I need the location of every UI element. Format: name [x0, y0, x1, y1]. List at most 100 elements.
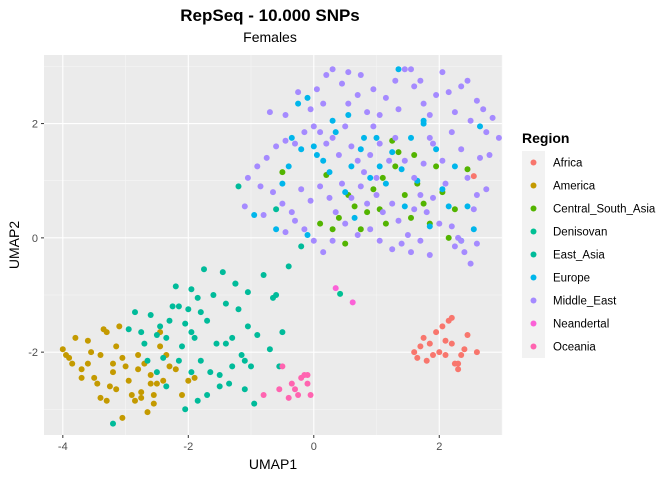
data-point-middle-east: [483, 186, 490, 193]
data-point-middle-east: [458, 83, 465, 90]
data-point-america: [125, 377, 132, 384]
x-tick-label: 2: [436, 441, 442, 453]
data-point-middle-east: [339, 180, 345, 187]
x-tick-label: 0: [311, 441, 317, 453]
data-point-middle-east: [320, 249, 327, 256]
data-point-middle-east: [389, 246, 396, 253]
data-point-central-south-asia: [411, 152, 418, 158]
data-point-central-south-asia: [464, 166, 471, 173]
data-point-middle-east: [326, 194, 333, 201]
data-point-east-asia: [266, 346, 273, 353]
data-point-middle-east: [295, 89, 302, 96]
data-point-east-asia: [144, 357, 151, 364]
data-point-middle-east: [379, 209, 386, 216]
data-point-middle-east: [417, 192, 424, 198]
data-point-middle-east: [329, 66, 336, 73]
data-point-africa: [420, 334, 427, 341]
data-point-middle-east: [367, 152, 374, 158]
data-point-east-asia: [160, 354, 167, 361]
data-point-america: [103, 397, 110, 404]
data-point-africa: [464, 332, 471, 338]
data-point-middle-east: [370, 123, 377, 130]
data-point-middle-east: [376, 140, 383, 147]
data-point-east-asia: [241, 386, 248, 393]
data-point-america: [78, 366, 85, 373]
data-point-oceania: [292, 386, 298, 393]
data-point-middle-east: [430, 194, 436, 201]
data-point-europe: [398, 166, 405, 173]
legend-label-east-asia: East_Asia: [553, 250, 605, 262]
data-point-middle-east: [451, 243, 458, 250]
legend-title: Region: [522, 130, 569, 146]
data-point-middle-east: [266, 109, 273, 116]
data-point-central-south-asia: [317, 220, 324, 227]
data-point-america: [172, 366, 179, 373]
data-point-europe: [288, 134, 295, 141]
data-point-middle-east: [301, 226, 308, 233]
data-point-europe: [332, 129, 339, 136]
data-point-east-asia: [179, 343, 185, 350]
legend-swatch-central-south-asia: [530, 205, 537, 212]
data-point-europe: [285, 163, 292, 170]
data-point-east-asia: [207, 369, 214, 376]
data-point-central-south-asia: [351, 203, 358, 210]
data-point-america: [94, 380, 101, 387]
legend: Region Africa America Central_South_Asia De…: [522, 130, 656, 358]
y-tick-label: 2: [32, 119, 38, 131]
data-point-middle-east: [480, 106, 487, 113]
data-point-oceania: [279, 363, 286, 370]
data-point-africa: [473, 349, 480, 356]
data-point-middle-east: [408, 249, 414, 256]
data-point-oceania: [304, 372, 311, 378]
data-point-central-south-asia: [392, 163, 399, 170]
data-point-oceania: [307, 392, 314, 398]
data-point-east-asia: [166, 317, 173, 324]
data-point-middle-east: [307, 197, 314, 204]
data-point-america: [147, 372, 154, 378]
data-point-europe: [395, 66, 402, 73]
data-point-middle-east: [448, 223, 455, 230]
data-point-middle-east: [292, 140, 298, 147]
data-point-europe: [382, 180, 389, 187]
data-point-middle-east: [367, 226, 374, 233]
data-point-central-south-asia: [451, 206, 458, 213]
data-point-middle-east: [467, 260, 474, 267]
data-point-central-south-asia: [382, 220, 389, 227]
data-point-middle-east: [392, 134, 399, 141]
data-point-middle-east: [320, 100, 327, 107]
data-point-middle-east: [464, 174, 471, 181]
data-point-east-asia: [248, 363, 254, 370]
data-point-america: [66, 354, 73, 361]
data-point-middle-east: [254, 163, 261, 170]
y-tick-label: 0: [32, 233, 38, 245]
data-point-middle-east: [461, 249, 468, 256]
data-point-middle-east: [244, 174, 251, 181]
data-point-middle-east: [401, 157, 408, 164]
data-point-america: [160, 377, 167, 384]
data-point-middle-east: [433, 92, 440, 98]
data-point-oceania: [276, 386, 283, 393]
data-point-america: [110, 369, 116, 376]
data-point-middle-east: [345, 69, 352, 76]
data-point-denisovan: [337, 290, 344, 297]
data-point-europe: [304, 94, 311, 101]
data-point-america: [138, 394, 145, 401]
data-point-america: [153, 380, 160, 387]
data-point-middle-east: [357, 183, 364, 190]
data-point-middle-east: [464, 77, 471, 84]
data-point-east-asia: [175, 357, 182, 364]
data-point-europe: [464, 203, 471, 210]
data-point-middle-east: [395, 106, 402, 113]
data-point-africa: [433, 329, 440, 336]
data-point-east-asia: [229, 363, 236, 370]
legend-label-africa: Africa: [553, 158, 583, 170]
data-point-middle-east: [323, 140, 330, 147]
data-point-oceania: [304, 380, 311, 387]
data-point-america: [59, 346, 66, 353]
data-point-america: [157, 343, 164, 350]
data-point-america: [103, 329, 110, 336]
data-point-africa: [411, 349, 418, 356]
data-point-east-asia: [219, 269, 226, 276]
data-point-east-asia: [226, 380, 233, 387]
data-point-middle-east: [288, 209, 295, 216]
